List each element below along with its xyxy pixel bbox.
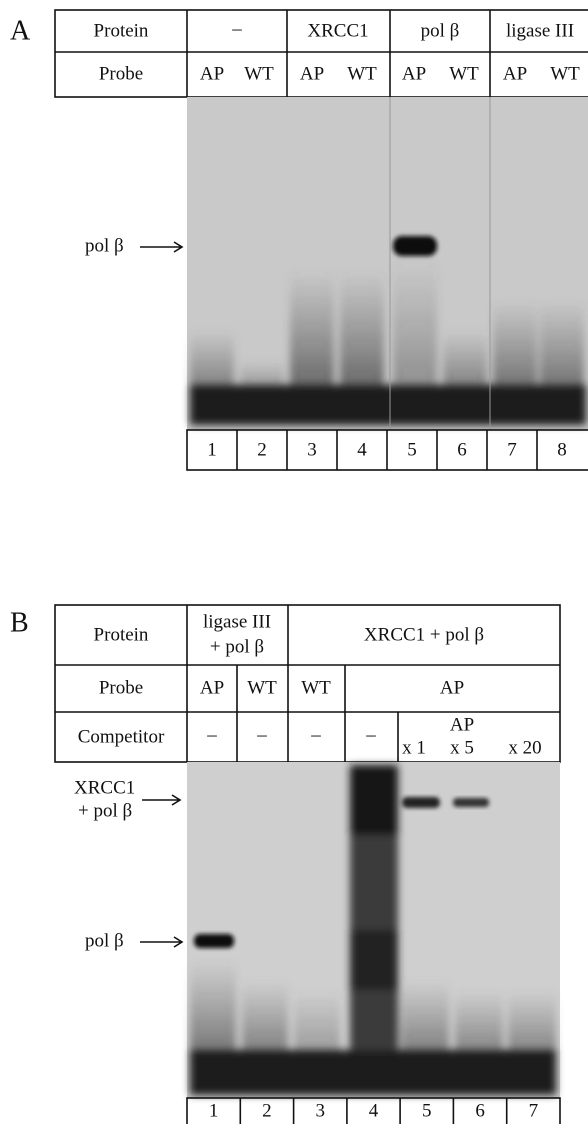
cell: + pol β: [210, 636, 264, 657]
band-label: pol β: [85, 235, 124, 256]
cell: ligase III: [506, 20, 574, 41]
cell: AP: [402, 63, 426, 84]
lane-number: 6: [475, 1100, 485, 1121]
table-b: [54, 604, 561, 763]
lane-number: 4: [357, 439, 367, 460]
lane-number: 6: [457, 439, 467, 460]
lane-number: 4: [369, 1100, 379, 1121]
cell: WT: [244, 63, 274, 84]
band-label: + pol β: [78, 800, 132, 821]
cell: x 5: [450, 737, 474, 758]
cell: AP: [200, 677, 224, 698]
lane-number: 5: [422, 1100, 432, 1121]
cell: –: [206, 724, 217, 745]
cell: x 20: [508, 737, 541, 758]
arrow: [140, 241, 184, 253]
lane-number: 1: [209, 1100, 219, 1121]
lane-number: 7: [507, 439, 517, 460]
lane-number: 3: [315, 1100, 325, 1121]
cell: AP: [450, 714, 474, 735]
cell: WT: [449, 63, 479, 84]
cell: WT: [347, 63, 377, 84]
gel-b: [187, 762, 560, 1098]
cell: pol β: [421, 20, 460, 41]
cell: –: [365, 724, 376, 745]
arrow: [142, 794, 182, 806]
row-header: Protein: [94, 20, 149, 41]
arrow: [140, 936, 184, 948]
lane-number: 1: [207, 439, 217, 460]
lane-boxes-b: [186, 1097, 561, 1124]
row-header: Competitor: [78, 726, 165, 747]
row-header: Probe: [99, 677, 143, 698]
lane-number: 7: [529, 1100, 539, 1121]
band-label: XRCC1: [74, 777, 135, 798]
band-label: pol β: [85, 930, 124, 951]
row-header: Protein: [94, 624, 149, 645]
cell: XRCC1 + pol β: [364, 624, 484, 645]
lane-number: 8: [557, 439, 567, 460]
row-header: Probe: [99, 63, 143, 84]
panel-label: A: [10, 15, 31, 46]
cell: –: [231, 18, 242, 39]
cell: –: [310, 724, 321, 745]
lane-number: 2: [262, 1100, 272, 1121]
cell: x 1: [402, 737, 426, 758]
cell: AP: [200, 63, 224, 84]
lane-boxes-a: [186, 429, 588, 471]
cell: –: [256, 724, 267, 745]
cell: ligase III: [203, 611, 271, 632]
gel-a: [187, 97, 588, 430]
cell: XRCC1: [307, 20, 368, 41]
cell: WT: [247, 677, 277, 698]
lane-number: 5: [407, 439, 417, 460]
lane-number: 3: [307, 439, 317, 460]
cell: WT: [550, 63, 580, 84]
lane-number: 2: [257, 439, 267, 460]
cell: AP: [300, 63, 324, 84]
cell: WT: [301, 677, 331, 698]
cell: AP: [503, 63, 527, 84]
panel-label: B: [10, 607, 29, 638]
cell: AP: [440, 677, 464, 698]
